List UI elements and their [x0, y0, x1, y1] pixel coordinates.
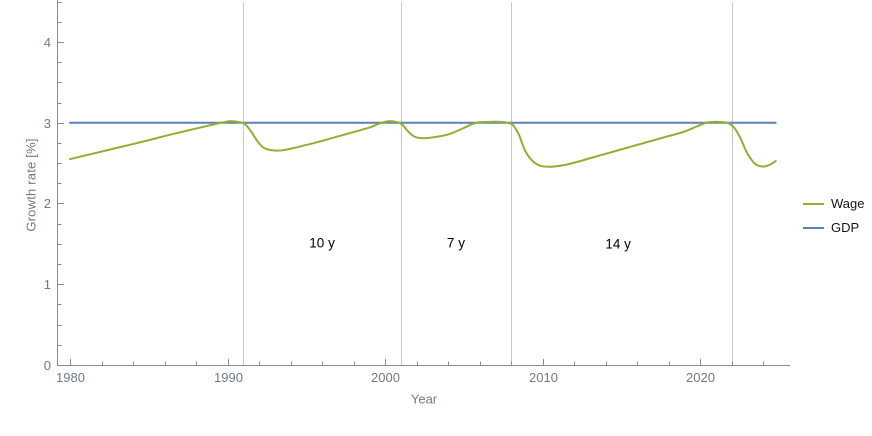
- annotation-label: 14 y: [605, 236, 631, 252]
- legend-item-gdp: GDP: [803, 220, 864, 235]
- legend: Wage GDP: [803, 196, 864, 235]
- x-tick-label: 1980: [56, 370, 85, 385]
- wage-series-line: [69, 120, 777, 168]
- x-tick-label: 2020: [686, 370, 715, 385]
- x-tick-label: 2000: [371, 370, 400, 385]
- x-tick-label: 1990: [214, 370, 243, 385]
- y-tick-label: 1: [44, 277, 51, 292]
- legend-label-wage: Wage: [831, 196, 865, 211]
- y-tick-label: 3: [44, 116, 51, 131]
- y-tick-label: 2: [44, 196, 51, 211]
- y-tick-label: 4: [44, 35, 51, 50]
- annotation-label: 7 y: [446, 235, 465, 251]
- legend-item-wage: Wage: [803, 196, 864, 211]
- annotation-label: 10 y: [309, 235, 335, 251]
- gdp-line-swatch-icon: [803, 226, 824, 229]
- y-axis-title: Growth rate [%]: [23, 138, 39, 232]
- legend-label-gdp: GDP: [831, 220, 860, 235]
- wage-line-swatch-icon: [803, 202, 824, 205]
- x-axis-title: Year: [410, 391, 438, 407]
- x-tick-label: 2010: [529, 370, 558, 385]
- y-tick-label: 0: [44, 358, 51, 373]
